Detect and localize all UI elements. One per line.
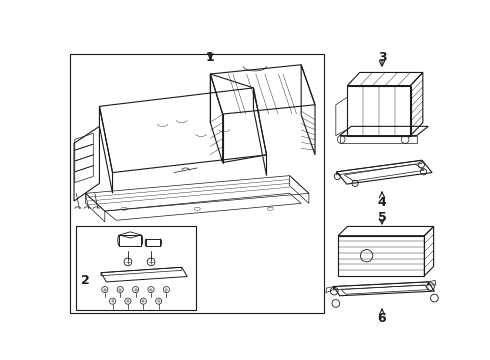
Text: 6: 6 <box>378 312 386 325</box>
Bar <box>120 235 141 246</box>
Text: 3: 3 <box>378 51 386 64</box>
Text: 2: 2 <box>81 274 90 287</box>
Text: 1: 1 <box>206 51 215 64</box>
Text: 4: 4 <box>378 195 387 209</box>
Bar <box>76 226 196 310</box>
Bar <box>70 54 324 313</box>
Bar <box>147 239 160 247</box>
Text: 5: 5 <box>378 211 387 224</box>
